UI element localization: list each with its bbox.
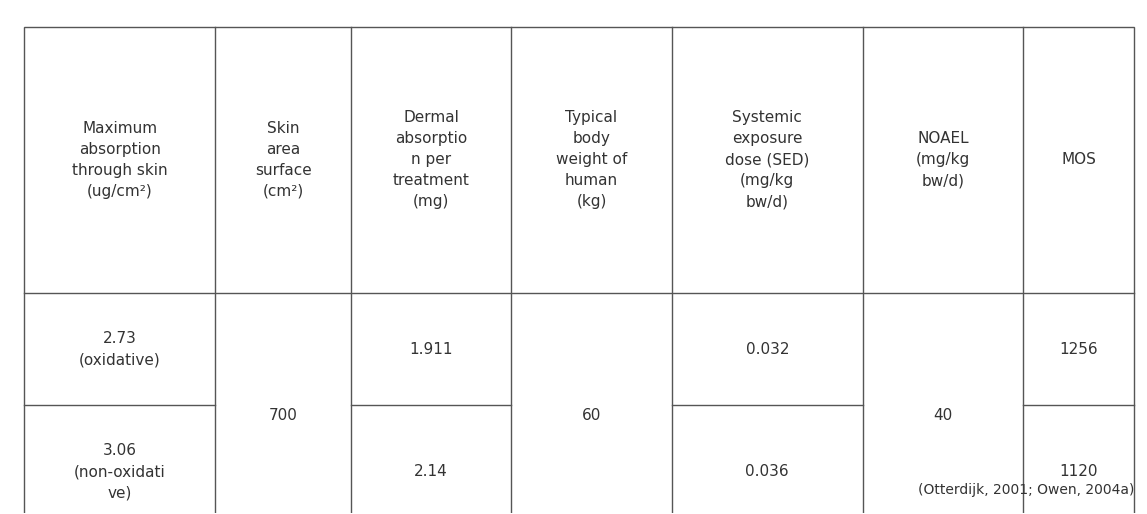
Text: 2.73
(oxidative): 2.73 (oxidative) bbox=[79, 331, 161, 367]
Text: 0.032: 0.032 bbox=[746, 341, 789, 357]
Text: 700: 700 bbox=[268, 408, 298, 423]
Text: Skin
area
surface
(cm²): Skin area surface (cm²) bbox=[255, 121, 312, 199]
Text: 1256: 1256 bbox=[1060, 341, 1098, 357]
Text: 3.06
(non-oxidati
ve): 3.06 (non-oxidati ve) bbox=[73, 443, 165, 500]
Text: MOS: MOS bbox=[1061, 152, 1097, 168]
Text: Maximum
absorption
through skin
(ug/cm²): Maximum absorption through skin (ug/cm²) bbox=[72, 121, 167, 199]
Text: 60: 60 bbox=[582, 408, 601, 423]
Text: 1.911: 1.911 bbox=[409, 341, 453, 357]
Text: 1120: 1120 bbox=[1060, 464, 1098, 479]
Text: 0.036: 0.036 bbox=[746, 464, 789, 479]
Text: 40: 40 bbox=[934, 408, 953, 423]
Text: (Otterdijk, 2001; Owen, 2004a): (Otterdijk, 2001; Owen, 2004a) bbox=[918, 483, 1134, 497]
Text: Systemic
exposure
dose (SED)
(mg/kg
bw/d): Systemic exposure dose (SED) (mg/kg bw/d… bbox=[725, 111, 810, 209]
Text: 2.14: 2.14 bbox=[414, 464, 448, 479]
Text: NOAEL
(mg/kg
bw/d): NOAEL (mg/kg bw/d) bbox=[916, 132, 970, 188]
Text: Typical
body
weight of
human
(kg): Typical body weight of human (kg) bbox=[556, 111, 627, 209]
Text: Dermal
absorptio
n per
treatment
(mg): Dermal absorptio n per treatment (mg) bbox=[392, 111, 469, 209]
